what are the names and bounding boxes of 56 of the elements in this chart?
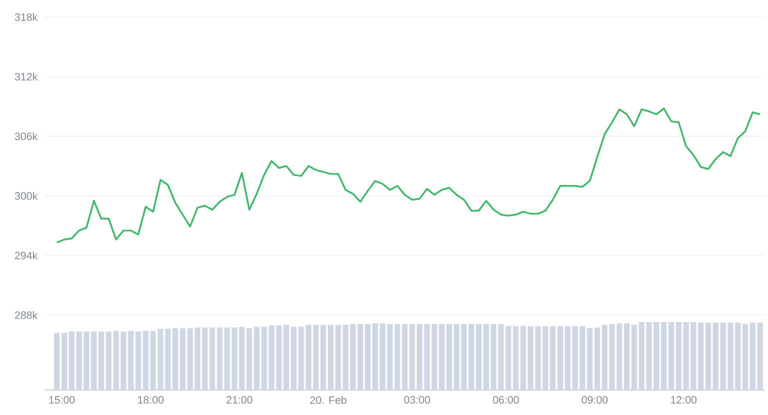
bar <box>54 332 60 390</box>
bar <box>631 324 638 390</box>
bar <box>483 324 489 390</box>
bar <box>438 324 445 390</box>
bar <box>68 332 74 390</box>
bar <box>550 326 556 390</box>
bar <box>757 322 763 390</box>
y-tick-label: 294k <box>15 251 38 260</box>
x-tick-label: 12:00 <box>671 396 697 404</box>
x-tick-label: 18:00 <box>138 396 164 404</box>
bar <box>284 324 290 390</box>
y-tick-label: 306k <box>14 132 38 140</box>
x-tick-label: 06:00 <box>492 396 519 404</box>
bar <box>320 324 326 390</box>
bar <box>216 327 222 390</box>
bar <box>209 327 216 390</box>
bar <box>402 324 408 390</box>
bar <box>135 332 142 390</box>
bar <box>358 324 364 390</box>
bar <box>705 322 712 390</box>
y-tick-label: 288k <box>15 311 38 319</box>
y-tick-label: 312k <box>14 72 38 81</box>
bar <box>520 326 526 390</box>
bar <box>668 322 674 390</box>
bar <box>512 326 519 390</box>
x-tick-label: 21:00 <box>226 396 252 404</box>
bar <box>142 330 148 390</box>
bar <box>446 324 452 390</box>
x-tick-label: 20. Feb <box>310 396 346 404</box>
bar <box>364 324 371 390</box>
y-tick-label: 300k <box>14 192 38 200</box>
bar <box>409 324 415 390</box>
bar <box>290 326 297 390</box>
bar <box>698 322 704 390</box>
bar <box>246 328 252 390</box>
bar <box>712 322 718 390</box>
bar <box>61 332 68 390</box>
bar <box>557 326 564 390</box>
bar <box>476 324 482 390</box>
x-tick-label: 09:00 <box>582 396 608 404</box>
y-tick-label: 318k <box>14 13 38 21</box>
bar <box>98 332 104 390</box>
bar <box>106 332 112 390</box>
bar <box>172 328 178 390</box>
x-tick-label: 15:00 <box>49 396 75 404</box>
bar <box>594 327 600 390</box>
bar <box>180 328 186 390</box>
bar <box>328 324 334 390</box>
bar <box>624 323 630 390</box>
bar <box>750 322 756 390</box>
bar <box>372 323 378 390</box>
bar <box>587 328 593 390</box>
bar <box>742 324 748 390</box>
bar <box>661 322 667 390</box>
bar <box>254 326 260 390</box>
x-tick-label: 03:00 <box>404 396 430 404</box>
